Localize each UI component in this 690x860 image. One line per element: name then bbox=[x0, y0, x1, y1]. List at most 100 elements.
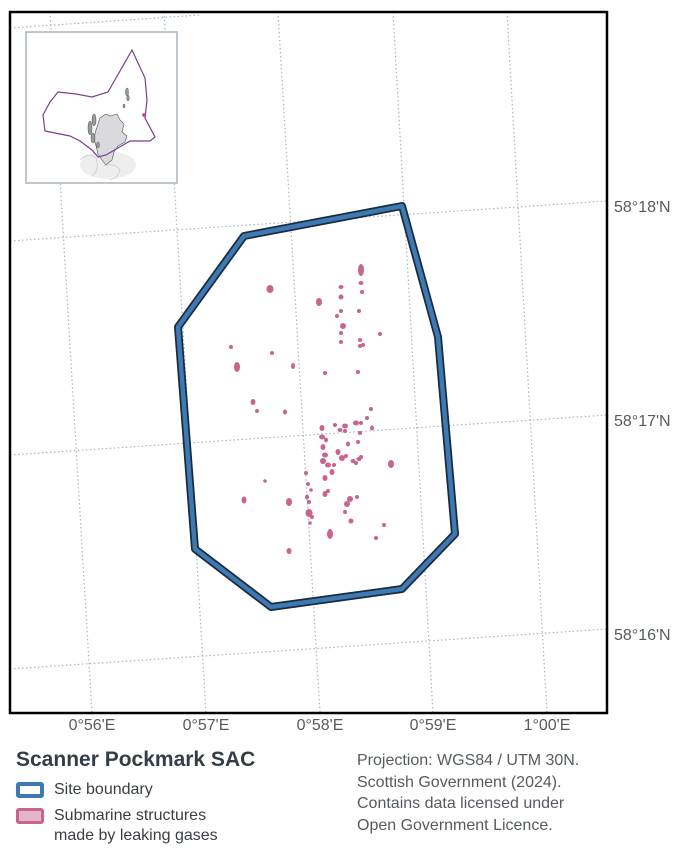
island bbox=[126, 94, 130, 102]
island bbox=[96, 141, 100, 149]
pockmark bbox=[382, 523, 386, 527]
graticule-line bbox=[10, 414, 607, 456]
pockmark bbox=[358, 264, 364, 276]
pockmark bbox=[365, 416, 369, 420]
pockmark bbox=[316, 298, 322, 306]
pockmark bbox=[332, 463, 336, 467]
island bbox=[87, 120, 93, 136]
pockmark bbox=[353, 420, 359, 426]
site-boundary-line bbox=[175, 203, 458, 610]
pockmark bbox=[360, 290, 364, 294]
graticule-line bbox=[392, 12, 434, 713]
pockmark bbox=[308, 521, 312, 525]
pockmark bbox=[305, 494, 309, 500]
map bbox=[8, 10, 609, 715]
licence-note: Open Government Licence. bbox=[357, 816, 553, 834]
pockmark bbox=[322, 491, 328, 497]
pockmark bbox=[374, 536, 378, 540]
licence-note: Contains data licensed under bbox=[357, 795, 565, 812]
pockmark bbox=[320, 458, 326, 464]
source-note: Scottish Government (2024). bbox=[357, 773, 562, 791]
pockmark bbox=[338, 294, 344, 300]
legend-label-line: made by leaking gases bbox=[54, 827, 218, 844]
graticule-line bbox=[506, 12, 548, 713]
pockmark bbox=[358, 338, 362, 342]
graticule-line bbox=[10, 14, 201, 29]
pockmark bbox=[310, 515, 314, 519]
pockmark bbox=[322, 452, 328, 458]
pockmark bbox=[358, 431, 362, 435]
pockmark bbox=[229, 345, 233, 349]
latitude-label: 58°18'N bbox=[614, 199, 671, 216]
longitude-label: 0°56'E bbox=[68, 717, 116, 734]
island bbox=[91, 113, 97, 127]
pockmark bbox=[355, 495, 359, 499]
legend: Scanner Pockmark SAC Site boundary Subma… bbox=[16, 748, 255, 852]
pockmark bbox=[378, 332, 382, 336]
pockmark bbox=[343, 510, 347, 514]
pockmark bbox=[350, 459, 356, 463]
graticule-line bbox=[277, 12, 321, 713]
site-boundary-swatch-icon bbox=[16, 782, 44, 798]
projection-note: Projection: WGS84 / UTM 30N. bbox=[357, 752, 580, 769]
pockmark bbox=[250, 399, 256, 405]
pockmark bbox=[320, 444, 326, 450]
pockmark bbox=[325, 462, 331, 468]
scottish-waters-boundary bbox=[42, 48, 156, 158]
pockmark bbox=[344, 501, 350, 507]
pockmark bbox=[369, 407, 373, 411]
pockmark bbox=[354, 461, 358, 465]
pockmark bbox=[340, 323, 346, 329]
longitude-label: 0°59'E bbox=[409, 717, 457, 734]
pockmark bbox=[346, 441, 350, 447]
legend-label: Submarine structures made by leaking gas… bbox=[54, 806, 218, 846]
neighbour-coastline bbox=[79, 155, 121, 181]
pockmark bbox=[319, 425, 325, 431]
pockmark bbox=[327, 529, 333, 539]
credits: Projection: WGS84 / UTM 30N. Scottish Go… bbox=[357, 750, 579, 836]
pockmark bbox=[307, 500, 311, 504]
pockmark bbox=[339, 455, 345, 461]
pockmark bbox=[359, 421, 363, 425]
legend-label-line: Submarine structures bbox=[54, 807, 207, 824]
pockmark bbox=[338, 285, 344, 289]
pockmark-swatch-icon bbox=[16, 808, 44, 824]
legend-item-pockmarks: Submarine structures made by leaking gas… bbox=[16, 806, 255, 846]
pockmark bbox=[270, 351, 274, 355]
pockmark bbox=[266, 285, 274, 293]
pockmark bbox=[339, 331, 343, 335]
pockmark bbox=[326, 489, 330, 493]
legend-label: Site boundary bbox=[54, 781, 153, 798]
map-frame bbox=[8, 10, 609, 715]
island bbox=[122, 103, 126, 109]
pockmark bbox=[319, 434, 325, 440]
longitude-label: 0°58'E bbox=[296, 717, 344, 734]
pockmark bbox=[335, 449, 341, 455]
pockmark bbox=[255, 409, 259, 413]
pockmark bbox=[337, 428, 343, 432]
pockmark bbox=[329, 469, 335, 475]
latitude-label: 58°16'N bbox=[614, 627, 671, 644]
pockmark bbox=[339, 309, 343, 313]
pockmark bbox=[335, 314, 339, 318]
pockmark bbox=[306, 482, 310, 486]
pockmarks-layer bbox=[229, 264, 394, 554]
pockmark bbox=[342, 423, 348, 429]
site-location-marker-icon bbox=[142, 113, 146, 117]
pockmark bbox=[323, 371, 327, 375]
pockmark bbox=[388, 460, 394, 468]
pockmark bbox=[357, 309, 361, 313]
site-boundary bbox=[174, 202, 459, 611]
pockmark bbox=[291, 363, 295, 369]
legend-item-site-boundary: Site boundary bbox=[16, 780, 255, 800]
pockmark bbox=[347, 496, 353, 502]
pockmark bbox=[348, 518, 354, 524]
pockmark bbox=[343, 429, 347, 433]
graticule-line bbox=[10, 628, 607, 670]
pockmark bbox=[283, 409, 287, 415]
pockmark bbox=[263, 479, 267, 483]
pockmark bbox=[356, 370, 360, 374]
pockmark bbox=[370, 425, 374, 431]
pockmark bbox=[286, 548, 292, 554]
pockmark bbox=[286, 498, 292, 506]
